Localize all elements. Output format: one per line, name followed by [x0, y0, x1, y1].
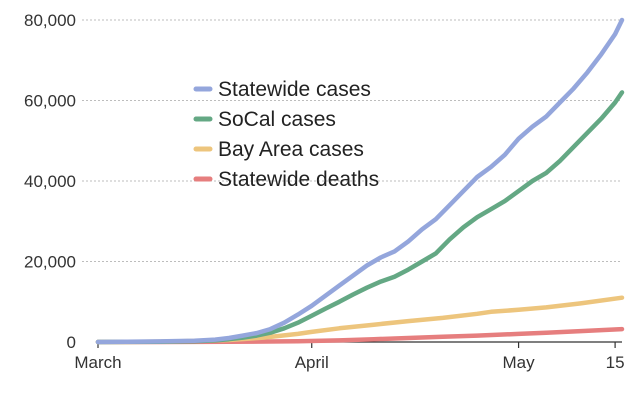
legend-label: Statewide cases [218, 78, 371, 101]
series-line-statewide-cases [95, 17, 625, 345]
x-tick-label: May [503, 353, 536, 372]
series-lines [95, 17, 625, 345]
y-tick-label: 80,000 [24, 11, 76, 30]
legend-label: SoCal cases [218, 108, 336, 131]
y-axis: 0 20,000 40,000 60,000 80,000 [24, 11, 76, 352]
y-tick-label: 40,000 [24, 172, 76, 191]
series-line-bay-area-cases [95, 295, 625, 345]
legend-label: Bay Area cases [218, 138, 364, 161]
series-line-socal-cases [95, 90, 625, 345]
x-tick-label: 15 [606, 353, 625, 372]
legend: Statewide cases SoCal cases Bay Area cases… [193, 78, 379, 191]
x-axis: March April May 15 [74, 341, 625, 372]
y-tick-label: 20,000 [24, 253, 76, 272]
y-tick-label: 60,000 [24, 92, 76, 111]
legend-label: Statewide deaths [218, 168, 379, 191]
y-tick-label: 0 [67, 333, 76, 352]
x-tick-label: April [295, 353, 329, 372]
x-tick-label: March [74, 353, 121, 372]
